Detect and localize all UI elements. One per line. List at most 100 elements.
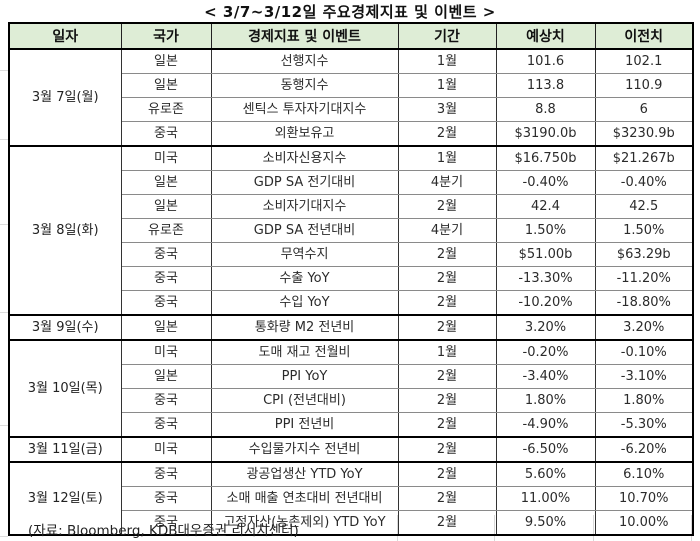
forecast-cell: 1.80% <box>495 388 596 413</box>
event-cell: GDP SA 전년대비 <box>210 218 399 243</box>
economic-indicators-table: 일자 국가 경제지표 및 이벤트 기간 예상치 이전치 3월 7일(월) 일본 선행… <box>8 22 694 536</box>
table-row: 일본 GDP SA 전기대비 4분기 -0.40% -0.40% <box>9 170 694 195</box>
table-body: 3월 7일(월) 일본 선행지수 1월 101.6 102.1 일본 동행지수 1월 113.8 1… <box>8 48 694 536</box>
forecast-cell: 8.8 <box>495 97 596 122</box>
event-cell: 수입물가지수 전년비 <box>210 436 399 463</box>
previous-cell: 10.70% <box>594 486 694 511</box>
period-cell: 4분기 <box>397 170 497 195</box>
country-cell: 유로존 <box>120 97 212 122</box>
date-cell: 3월 8일(화) <box>8 145 122 316</box>
forecast-cell: 101.6 <box>495 48 596 74</box>
forecast-cell: 1.50% <box>495 218 596 243</box>
gridline-stub <box>0 224 8 225</box>
event-cell: PPI 전년비 <box>210 412 399 438</box>
event-cell: PPI YoY <box>210 364 399 389</box>
previous-cell: -0.40% <box>594 170 694 195</box>
header-country: 국가 <box>120 23 212 50</box>
table-row: 일본 PPI YoY 2월 -3.40% -3.10% <box>9 364 694 389</box>
forecast-cell: $3190.0b <box>495 121 596 147</box>
event-cell: 소매 매출 연초대비 전년대비 <box>210 486 399 511</box>
table-row: 일본 동행지수 1월 113.8 110.9 <box>9 73 694 98</box>
gridline-stub <box>0 536 8 537</box>
table-row: 일본 소비자기대지수 2월 42.4 42.5 <box>9 194 694 219</box>
previous-cell: $21.267b <box>594 145 694 171</box>
previous-cell: -11.20% <box>594 266 694 291</box>
country-cell: 일본 <box>120 364 212 389</box>
country-cell: 일본 <box>120 48 212 74</box>
forecast-cell: -0.20% <box>495 339 596 365</box>
event-cell: 통화량 M2 전년비 <box>210 314 399 341</box>
previous-cell: 110.9 <box>594 73 694 98</box>
country-cell: 미국 <box>120 145 212 171</box>
event-cell: 센틱스 투자자기대지수 <box>210 97 399 122</box>
previous-cell: 42.5 <box>594 194 694 219</box>
date-cell: 3월 11일(금) <box>8 436 122 463</box>
table-row: 3월 8일(화) 미국 소비자신용지수 1월 $16.750b $21.267b <box>8 145 694 316</box>
forecast-cell: -6.50% <box>495 436 596 463</box>
date-cell: 3월 9일(수) <box>8 314 122 341</box>
country-cell: 중국 <box>120 290 212 316</box>
previous-cell: 102.1 <box>594 48 694 74</box>
table-row: 3월 10일(목) 미국 도매 재고 전월비 1월 -0.20% -0.10% <box>8 339 694 438</box>
date-cell: 3월 7일(월) <box>8 48 122 147</box>
event-cell: 선행지수 <box>210 48 399 74</box>
previous-cell: -0.10% <box>594 339 694 365</box>
country-cell: 중국 <box>120 121 212 147</box>
event-cell: 도매 재고 전월비 <box>210 339 399 365</box>
table-row: 중국 PPI 전년비 2월 -4.90% -5.30% <box>9 412 694 438</box>
event-cell: 수출 YoY <box>210 266 399 291</box>
table-row: 3월 11일(금) 미국 수입물가지수 전년비 2월 -6.50% -6.20% <box>8 436 694 463</box>
table-row: 3월 7일(월) 일본 선행지수 1월 101.6 102.1 <box>8 48 694 147</box>
period-cell: 1월 <box>397 73 497 98</box>
previous-cell: 6.10% <box>594 461 694 487</box>
country-cell: 일본 <box>120 170 212 195</box>
period-cell: 2월 <box>397 412 497 438</box>
forecast-cell: 113.8 <box>495 73 596 98</box>
table-row: 유로존 센틱스 투자자기대지수 3월 8.8 6 <box>9 97 694 122</box>
event-cell: 외환보유고 <box>210 121 399 147</box>
forecast-cell: -13.30% <box>495 266 596 291</box>
country-cell: 미국 <box>120 436 212 463</box>
forecast-cell: 5.60% <box>495 461 596 487</box>
header-previous: 이전치 <box>594 23 694 50</box>
source-note: (자료: Bloomberg, KDB대우증권 리서치센터) <box>28 523 299 539</box>
period-cell: 1월 <box>397 48 497 74</box>
header-row: 일자 국가 경제지표 및 이벤트 기간 예상치 이전치 <box>8 23 694 50</box>
date-cell: 3월 10일(목) <box>8 339 122 438</box>
event-cell: 소비자신용지수 <box>210 145 399 171</box>
period-cell: 2월 <box>397 486 497 511</box>
period-cell: 2월 <box>397 121 497 147</box>
table-row: 중국 CPI (전년대비) 2월 1.80% 1.80% <box>9 388 694 413</box>
period-cell: 2월 <box>397 461 497 487</box>
previous-cell: 10.00% <box>594 510 694 536</box>
period-cell: 1월 <box>397 145 497 171</box>
event-cell: 무역수지 <box>210 242 399 267</box>
previous-cell: 1.80% <box>594 388 694 413</box>
table-header: 일자 국가 경제지표 및 이벤트 기간 예상치 이전치 <box>8 23 694 50</box>
table-row: 3월 12일(토) 중국 광공업생산 YTD YoY 2월 5.60% 6.10% <box>8 461 694 536</box>
previous-cell: $3230.9b <box>594 121 694 147</box>
period-cell: 2월 <box>397 388 497 413</box>
event-cell: 소비자기대지수 <box>210 194 399 219</box>
period-cell: 2월 <box>397 510 497 536</box>
period-cell: 2월 <box>397 364 497 389</box>
country-cell: 중국 <box>120 510 212 536</box>
previous-cell: -6.20% <box>594 436 694 463</box>
table-row: 중국 소매 매출 연초대비 전년대비 2월 11.00% 10.70% <box>9 486 694 511</box>
country-cell: 중국 <box>120 388 212 413</box>
header-date: 일자 <box>8 23 122 50</box>
event-cell: 고정자산(농촌제외) YTD YoY <box>210 510 399 536</box>
period-cell: 2월 <box>397 194 497 219</box>
header-event: 경제지표 및 이벤트 <box>210 23 399 50</box>
header-period: 기간 <box>397 23 497 50</box>
date-cell: 3월 12일(토) <box>8 461 122 536</box>
table-row: 중국 수출 YoY 2월 -13.30% -11.20% <box>9 266 694 291</box>
forecast-cell: $51.00b <box>495 242 596 267</box>
table-row: 중국 외환보유고 2월 $3190.0b $3230.9b <box>9 121 694 147</box>
country-cell: 일본 <box>120 73 212 98</box>
period-cell: 2월 <box>397 314 497 341</box>
forecast-cell: -4.90% <box>495 412 596 438</box>
forecast-cell: 3.20% <box>495 314 596 341</box>
event-cell: CPI (전년대비) <box>210 388 399 413</box>
